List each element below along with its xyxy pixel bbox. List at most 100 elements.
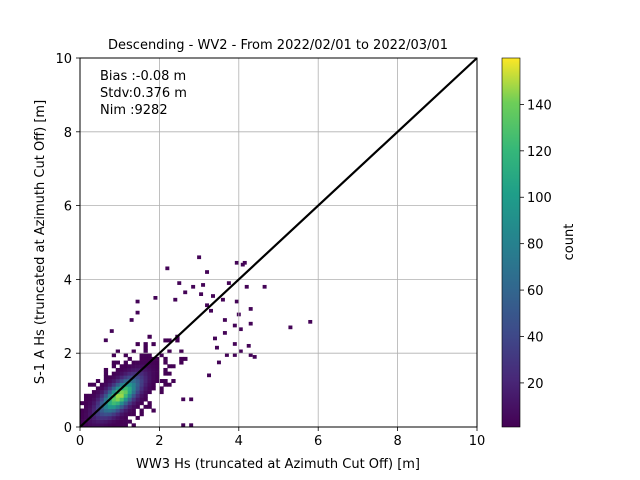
density-bin — [103, 375, 109, 380]
density-bin — [123, 412, 128, 417]
density-bin — [143, 404, 148, 409]
density-bin — [103, 390, 109, 395]
density-bin — [119, 397, 124, 402]
density-bin — [95, 415, 101, 420]
outlier-bin — [199, 292, 204, 296]
outlier-bin — [234, 299, 239, 304]
density-bin — [103, 408, 109, 413]
density-bin — [103, 397, 109, 402]
density-bin — [155, 371, 160, 376]
outlier-bin — [165, 266, 170, 271]
density-bin — [99, 401, 105, 406]
density-bin — [151, 371, 156, 376]
density-bin — [123, 393, 128, 398]
density-bin — [167, 338, 172, 343]
density-bin — [131, 401, 136, 406]
density-bin — [119, 408, 124, 413]
density-bin — [139, 412, 144, 417]
density-bin — [127, 371, 132, 376]
density-bin — [131, 397, 136, 402]
density-bin — [151, 342, 156, 347]
density-bin — [91, 382, 97, 387]
density-bin — [127, 364, 132, 369]
density-bin — [107, 401, 113, 406]
density-bin — [131, 379, 136, 384]
density-bin — [139, 393, 144, 398]
density-bin — [115, 412, 120, 417]
density-bin — [107, 404, 113, 409]
density-bin — [107, 393, 113, 398]
density-bin — [115, 349, 120, 354]
density-bin — [131, 360, 136, 365]
density-bin — [115, 386, 120, 391]
outlier-bin — [181, 397, 186, 402]
colorbar — [501, 57, 521, 428]
outlier-bin — [207, 373, 212, 378]
density-bin — [139, 379, 144, 384]
density-bin — [95, 423, 101, 428]
density-bin — [147, 404, 152, 409]
outlier-bin — [201, 283, 206, 287]
density-bin — [139, 375, 144, 380]
density-bin — [127, 408, 132, 413]
density-bin — [175, 338, 180, 343]
density-bin — [103, 419, 109, 424]
density-bin — [151, 364, 156, 369]
density-bin — [95, 390, 101, 395]
outlier-bin — [248, 321, 253, 326]
density-bin — [83, 423, 89, 428]
density-bin — [123, 360, 128, 365]
density-bin — [115, 423, 120, 428]
density-bin — [147, 334, 152, 339]
density-bin — [111, 412, 117, 417]
density-bin — [103, 371, 109, 376]
outlier-bin — [232, 323, 237, 328]
outlier-bin — [205, 270, 210, 274]
density-bin — [99, 423, 105, 428]
density-bin — [95, 401, 101, 406]
density-bin — [115, 375, 120, 380]
density-bin — [127, 393, 132, 398]
density-bin — [99, 397, 105, 402]
density-bin — [135, 401, 140, 406]
density-bin — [135, 386, 140, 391]
outlier-bin — [103, 338, 108, 343]
density-bin — [143, 393, 148, 398]
density-bin — [91, 408, 97, 413]
density-bin — [80, 401, 85, 406]
density-bin — [95, 412, 101, 417]
density-bin — [159, 353, 164, 358]
density-bin — [115, 415, 120, 420]
density-bin — [163, 382, 168, 387]
density-bin — [111, 390, 117, 395]
density-bin — [143, 342, 148, 347]
outlier-bin — [205, 303, 210, 308]
density-bin — [131, 390, 136, 395]
density-bin — [87, 419, 93, 424]
density-bin — [163, 371, 168, 376]
density-bin — [151, 367, 156, 372]
outlier-bin — [209, 308, 213, 313]
density-bin — [131, 423, 136, 428]
density-bin — [139, 401, 144, 406]
outlier-bin — [216, 360, 221, 365]
density-bin — [123, 415, 128, 420]
density-bin — [127, 404, 132, 409]
density-bin — [119, 412, 124, 417]
density-bin — [131, 404, 136, 409]
outlier-bin — [220, 297, 225, 302]
density-bin — [111, 419, 117, 424]
density-bin — [103, 423, 109, 428]
density-bin — [87, 408, 93, 413]
density-bin — [131, 371, 136, 376]
density-bin — [87, 412, 93, 417]
density-bin — [147, 371, 152, 376]
density-bin — [147, 390, 152, 395]
density-bin — [80, 415, 85, 420]
density-bin — [115, 379, 120, 384]
outlier-bin — [248, 307, 253, 311]
density-bin — [119, 404, 124, 409]
density-bin — [123, 401, 128, 406]
density-bin — [99, 393, 105, 398]
density-bin — [115, 419, 120, 424]
